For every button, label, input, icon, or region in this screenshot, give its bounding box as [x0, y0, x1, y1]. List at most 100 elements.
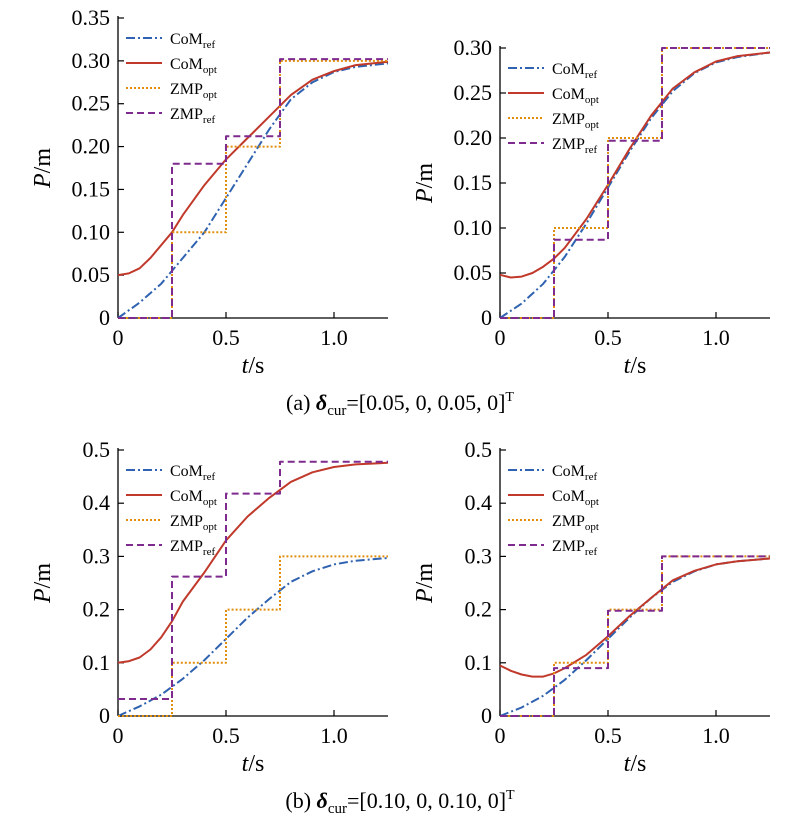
x-tick-label: 0.5 [594, 723, 622, 748]
legend-label-sub: ref [585, 144, 598, 156]
chart-panels: 00.050.100.150.200.250.300.350 0.5 1.0t/sP… [30, 5, 771, 777]
legend-label-zmp_ref: ZMPref [170, 106, 215, 126]
legend-label-sub: ref [585, 471, 598, 483]
y-axis-label: P/m [412, 163, 438, 204]
x-axis-label-unit: /s [630, 751, 646, 777]
y-tick-label: 0 [99, 305, 110, 330]
legend-label-base: ZMP [552, 136, 585, 153]
y-axis-label: P/m [30, 148, 56, 189]
series-zmp_opt [500, 47, 770, 319]
x-axis-label: t/s [624, 751, 647, 777]
y-axis-label: P/m [412, 563, 438, 604]
y-axis-label-var: P [412, 188, 438, 204]
legend-label-com_ref: CoMref [552, 463, 597, 483]
series-com_ref [117, 557, 389, 717]
y-tick-label: 0.10 [72, 219, 111, 244]
x-axis-label-unit: /s [630, 353, 646, 379]
x-tick-label: 0.5 [212, 325, 240, 350]
legend-label-sub: opt [203, 64, 217, 76]
legend-label-sub: opt [203, 496, 217, 508]
y-tick-label: 0.10 [454, 215, 493, 240]
legend-label-com_opt: CoMopt [170, 56, 217, 76]
y-tick-label: 0.20 [454, 125, 493, 150]
x-tick-label: 0 [495, 325, 506, 350]
y-tick-label: 0.05 [72, 262, 111, 287]
legend-label-sub: ref [585, 546, 598, 558]
y-tick-label: 0.25 [454, 80, 493, 105]
legend-label-sub: opt [585, 94, 599, 106]
x-axis-label-var: t [242, 353, 250, 379]
legend-label-sub: ref [585, 69, 598, 81]
x-tick-label: 0.5 [212, 723, 240, 748]
y-axis-label-var: P [412, 588, 438, 604]
series-com_opt [117, 461, 389, 664]
legend-label-sub: opt [585, 496, 599, 508]
y-tick-label: 0 [99, 703, 110, 728]
y-tick-label: 0 [481, 703, 492, 728]
legend-label-com_opt: CoMopt [170, 488, 217, 508]
series-zmp_ref [500, 47, 770, 319]
y-tick-label: 0.1 [83, 650, 111, 675]
chart-b-left: 00.10.20.30.40.50 0.5 1.0t/sP/mCoMrefCoMop… [30, 437, 389, 777]
legend-label-base: ZMP [170, 538, 203, 555]
x-tick-label: 0 [113, 723, 124, 748]
series-com_ref [117, 62, 389, 319]
series-com_opt [499, 51, 771, 279]
x-axis-label-var: t [624, 751, 632, 777]
series-com_opt [499, 557, 771, 678]
legend-label-base: CoM [170, 463, 203, 480]
series-zmp_ref [118, 58, 388, 319]
legend-label-com_ref: CoMref [170, 31, 215, 51]
x-axis-label-unit: /s [248, 751, 264, 777]
series-zmp_opt [500, 555, 770, 717]
legend-label-zmp_opt: ZMPopt [552, 111, 599, 131]
legend-label-base: ZMP [170, 513, 203, 530]
chart-b-right: 00.10.20.30.40.50 0.5 1.0t/sP/mCoMrefCoMop… [412, 437, 771, 777]
y-tick-label: 0.5 [83, 437, 111, 462]
x-axis-label: t/s [242, 353, 265, 379]
y-tick-label: 0.4 [83, 490, 111, 515]
y-tick-label: 0 [481, 305, 492, 330]
legend-label-sub: opt [585, 119, 599, 131]
series-com_ref [499, 557, 771, 717]
legend-label-sub: ref [203, 114, 216, 126]
series-com_opt [117, 60, 389, 277]
y-axis-label-unit: /m [30, 148, 56, 174]
y-tick-label: 0.1 [465, 650, 493, 675]
series-zmp_ref [500, 555, 770, 717]
legend-label-base: ZMP [552, 513, 585, 530]
y-axis-label-unit: /m [412, 163, 438, 189]
series-zmp_opt [118, 59, 388, 319]
legend-label-base: CoM [552, 488, 585, 505]
legend-label-base: ZMP [552, 538, 585, 555]
x-axis-label: t/s [242, 751, 265, 777]
x-tick-label: 0.5 [594, 325, 622, 350]
x-axis-label: t/s [624, 353, 647, 379]
legend-label-com_opt: CoMopt [552, 488, 599, 508]
legend-label-sub: ref [203, 471, 216, 483]
y-tick-label: 0.05 [454, 260, 493, 285]
y-tick-label: 0.5 [465, 437, 493, 462]
y-tick-label: 0.3 [83, 543, 111, 568]
y-axis-label-var: P [30, 588, 56, 604]
y-axis-label: P/m [30, 563, 56, 604]
legend-label-base: CoM [552, 61, 585, 78]
caption-a: (a) δcur=[0.05, 0, 0.05, 0]T [286, 390, 514, 419]
y-tick-label: 0.2 [83, 597, 111, 622]
legend-label-com_ref: CoMref [552, 61, 597, 81]
legend-label-base: CoM [170, 488, 203, 505]
x-tick-label: 1.0 [702, 325, 730, 350]
y-tick-label: 0.2 [465, 597, 493, 622]
y-tick-label: 0.4 [465, 490, 493, 515]
y-tick-label: 0.20 [72, 134, 111, 159]
legend-label-base: CoM [552, 86, 585, 103]
y-axis-label-var: P [30, 173, 56, 189]
legend-label-base: CoM [170, 31, 203, 48]
legend-label-zmp_ref: ZMPref [552, 136, 597, 156]
legend-label-sub: ref [203, 546, 216, 558]
legend-label-zmp_opt: ZMPopt [552, 513, 599, 533]
legend-label-base: ZMP [170, 106, 203, 123]
x-tick-label: 1.0 [320, 325, 348, 350]
series-zmp_opt [118, 555, 388, 717]
